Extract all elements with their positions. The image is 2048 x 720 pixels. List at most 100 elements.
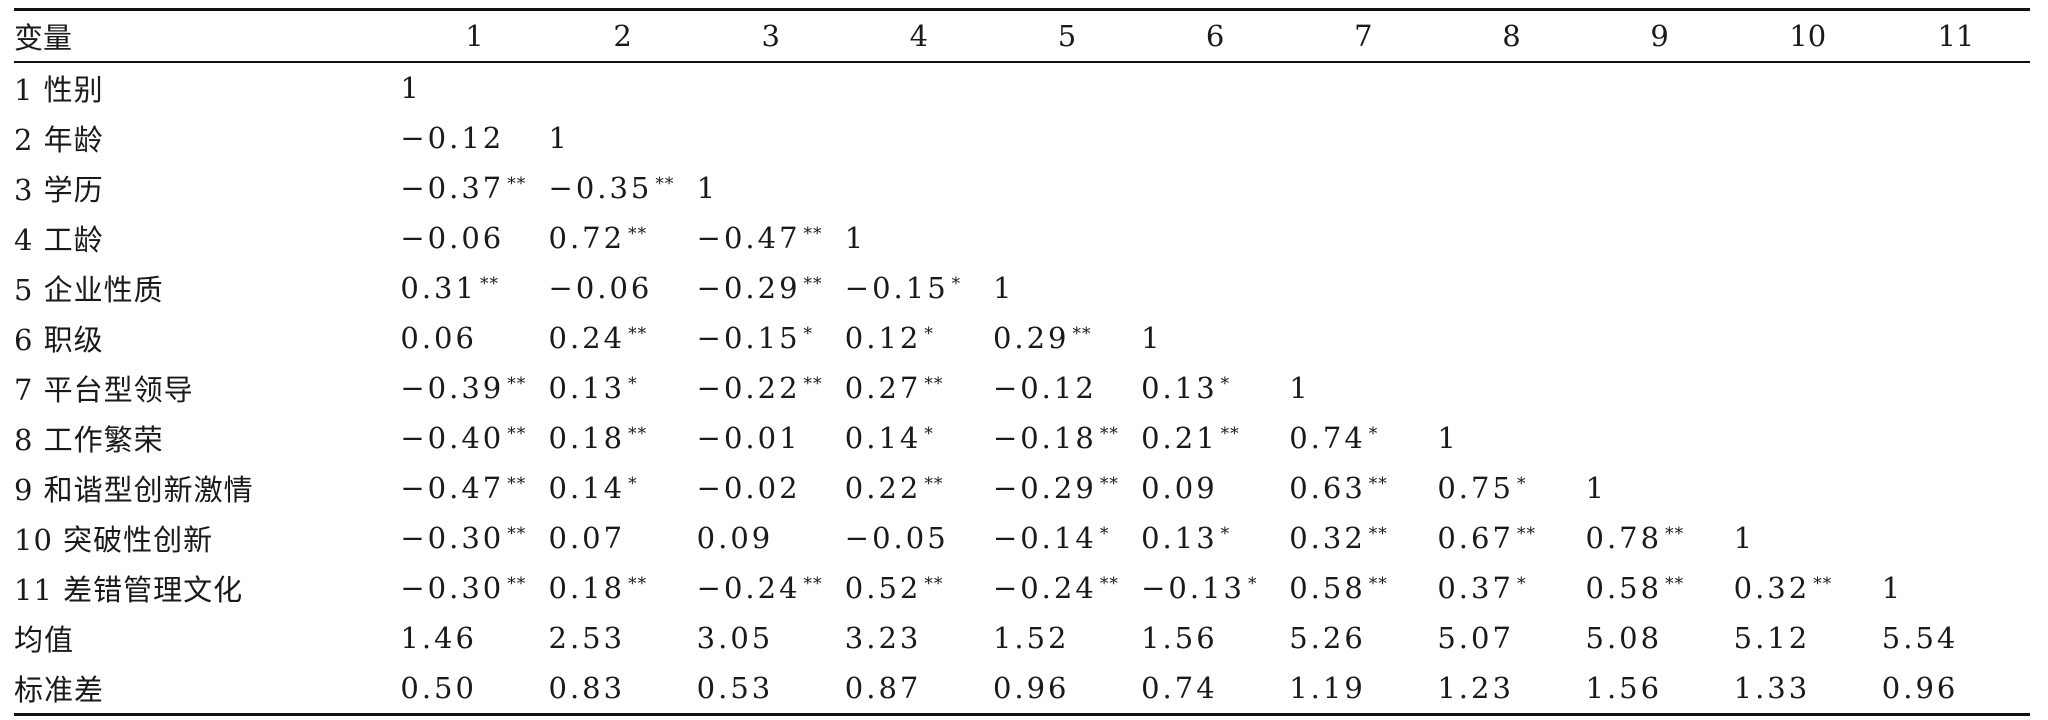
cell-value: 0.58: [1585, 571, 1663, 605]
table-cell: 2.53: [549, 613, 697, 663]
cell-value: −0.22: [696, 371, 801, 405]
table-cell: −0.12: [993, 363, 1141, 413]
table-cell: −0.40 **: [400, 413, 548, 463]
table-cell: −0.12: [400, 113, 548, 163]
table-cell: 5.12: [1734, 613, 1882, 663]
cell-value: 0.63: [1289, 471, 1366, 505]
cell-value: 5.12: [1733, 621, 1811, 655]
table-cell: 0.37 *: [1437, 563, 1585, 613]
cell-value: 0.53: [696, 671, 774, 705]
cell-value: 0.18: [548, 571, 626, 605]
cell-value: −0.06: [548, 271, 653, 305]
table-cell: −0.47 **: [697, 213, 845, 263]
significance-marker: **: [1099, 574, 1119, 594]
cell-value: −0.39: [400, 371, 505, 405]
table-cell: 0.87: [845, 663, 993, 715]
significance-marker: *: [1247, 574, 1258, 594]
table-cell: −0.47 **: [400, 463, 548, 513]
cell-value: −0.29: [992, 471, 1097, 505]
cell-value: 0.14: [548, 471, 626, 505]
table-cell: 0.09: [697, 513, 845, 563]
table-cell: 1: [1141, 313, 1289, 363]
table-row: 2 年龄 −0.12 1: [14, 113, 2030, 163]
correlation-table: 变量 1 2 3 4 5 6 7 8 9 10 11 1 性别 1 2 年龄 −0.12 1 3 学历 −0.37…: [14, 8, 2030, 716]
table-cell: 1.46: [400, 613, 548, 663]
cell-value: −0.02: [696, 471, 801, 505]
table-cell: −0.30 **: [400, 513, 548, 563]
table-cell: [1141, 113, 1289, 163]
cell-value: 5.07: [1437, 621, 1514, 655]
table-cell: [549, 62, 697, 113]
table-row: 8 工作繁荣 −0.40 ** 0.18 ** −0.01 0.14 * −0.18 ** 0.21…: [14, 413, 2030, 463]
cell-value: 0.09: [696, 521, 774, 555]
table-cell: 3.23: [845, 613, 993, 663]
significance-marker: **: [1516, 524, 1536, 544]
cell-value: −0.30: [400, 571, 505, 605]
significance-marker: **: [628, 574, 648, 594]
cell-value: 0.50: [400, 671, 477, 705]
table-cell: [993, 213, 1141, 263]
significance-marker: *: [1099, 524, 1110, 544]
cell-value: 0.32: [1289, 521, 1366, 555]
cell-value: 5.54: [1881, 621, 1959, 655]
cell-value: 1.46: [400, 621, 477, 655]
cell-value: 0.13: [1141, 521, 1218, 555]
table-cell: 5.07: [1437, 613, 1585, 663]
significance-marker: *: [1516, 574, 1527, 594]
table-cell: [1882, 363, 2030, 413]
cell-value: 0.72: [548, 221, 626, 255]
table-cell: [1141, 213, 1289, 263]
cell-value: 0.32: [1733, 571, 1811, 605]
table-cell: 1.56: [1141, 613, 1289, 663]
cell-value: 1.23: [1437, 671, 1514, 705]
table-row: 6 职级 0.06 0.24 ** −0.15 * 0.12 * 0.29 ** 1: [14, 313, 2030, 363]
row-label: 10 突破性创新: [14, 523, 214, 557]
cell-value: −0.18: [992, 421, 1097, 455]
table-cell: 0.29 **: [993, 313, 1141, 363]
significance-marker: **: [507, 424, 527, 444]
significance-marker: *: [924, 424, 934, 444]
cell-value: 1.56: [1141, 621, 1218, 655]
row-label: 8 工作繁荣: [14, 423, 164, 457]
cell-value: −0.24: [696, 571, 801, 605]
table-cell: [1882, 513, 2030, 563]
significance-marker: **: [924, 474, 944, 494]
table-cell: −0.35 **: [549, 163, 697, 213]
table-cell: [1586, 113, 1734, 163]
table-cell: [1882, 313, 2030, 363]
table-cell: 0.12 *: [845, 313, 993, 363]
table-cell: 1: [1437, 413, 1585, 463]
cell-value: 0.74: [1289, 421, 1366, 455]
table-row: 9 和谐型创新激情 −0.47 ** 0.14 * −0.02 0.22 ** −0.29 ** 0…: [14, 463, 2030, 513]
table-cell: 0.27 **: [845, 363, 993, 413]
table-cell: 1.23: [1437, 663, 1585, 715]
table-cell: [1586, 163, 1734, 213]
significance-marker: *: [1368, 424, 1379, 444]
header-col-3: 3: [761, 19, 780, 53]
table-cell: [1734, 113, 1882, 163]
cell-value: −0.47: [400, 471, 505, 505]
significance-marker: **: [628, 324, 648, 344]
table-row: 10 突破性创新 −0.30 ** 0.07 0.09 −0.05 −0.14 * 0.13 * 0…: [14, 513, 2030, 563]
table-cell: [1437, 313, 1585, 363]
significance-marker: **: [507, 574, 527, 594]
table-cell: [1882, 213, 2030, 263]
cell-value: 1.52: [992, 621, 1070, 655]
significance-marker: **: [803, 224, 823, 244]
cell-value: 1: [1289, 371, 1311, 405]
table-cell: 0.14 *: [845, 413, 993, 463]
header-col-10: 10: [1789, 19, 1827, 53]
table-cell: 0.96: [993, 663, 1141, 715]
table-cell: 0.52 **: [845, 563, 993, 613]
table-cell: [1734, 263, 1882, 313]
table-cell: [1289, 163, 1437, 213]
cell-value: 0.37: [1437, 571, 1514, 605]
cell-value: 1.33: [1733, 671, 1811, 705]
table-cell: [1586, 313, 1734, 363]
cell-value: −0.24: [992, 571, 1097, 605]
cell-value: −0.47: [696, 221, 801, 255]
table-cell: 0.13 *: [549, 363, 697, 413]
table-cell: 0.72 **: [549, 213, 697, 263]
table-cell: 1.56: [1586, 663, 1734, 715]
cell-value: 1: [1437, 421, 1459, 455]
